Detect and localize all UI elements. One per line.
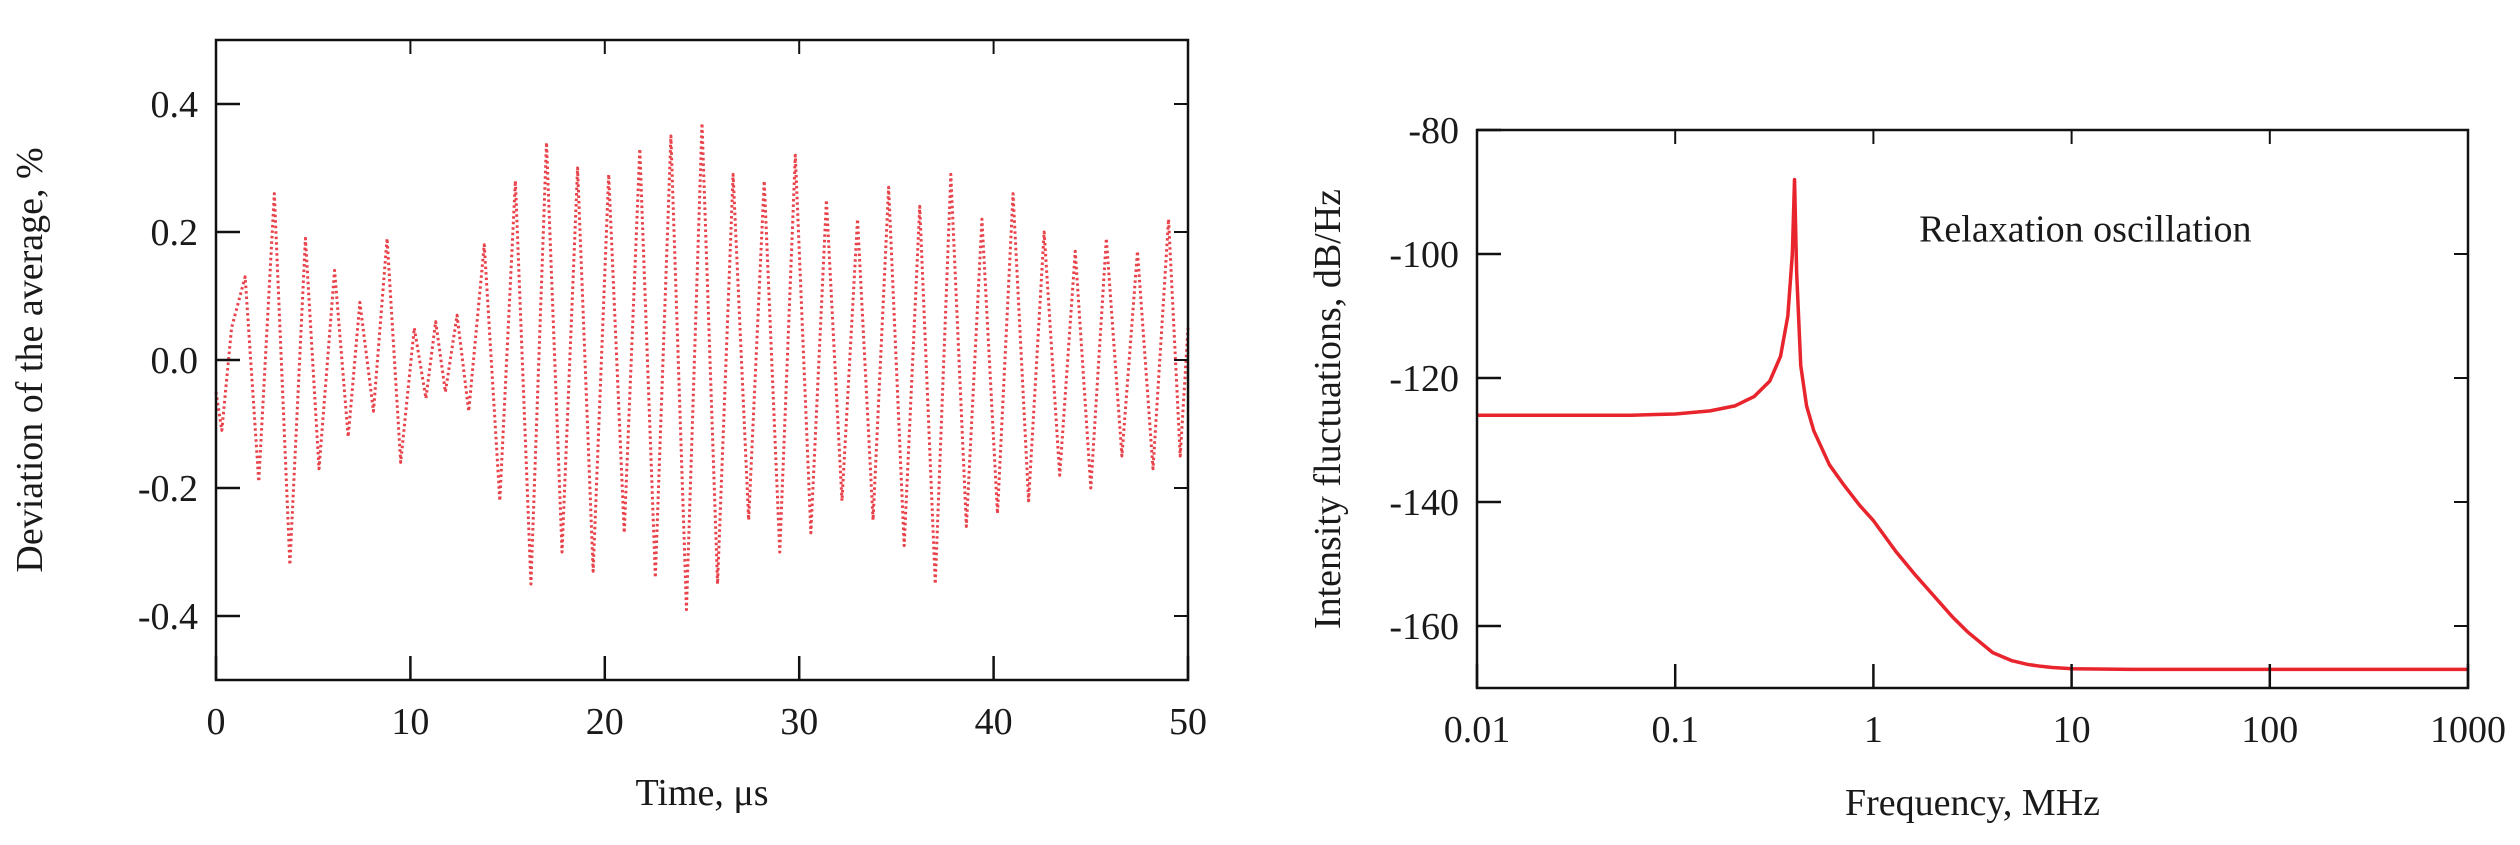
time-domain-chart: 0 10 20 30 40 50 -0.4 -0.2 0.0 0.2 0.4 Time, μs Devi… [9,38,1207,814]
y-axis-label: Deviation of the average, % [9,147,51,572]
x-tick-label: 30 [780,701,818,743]
x-axis-label: Frequency, MHz [1845,782,2100,824]
y-tick-label: 0.0 [151,340,199,382]
x-tick-label: 1000 [2430,709,2506,751]
y-axis-label: Intensity fluctuations, dB/Hz [1307,189,1349,629]
y-tick-label: -160 [1389,606,1459,648]
x-tick-label: 100 [2241,709,2298,751]
y-tick-label: -100 [1389,234,1459,276]
y-tick-label: -120 [1389,358,1459,400]
x-tick-label: 0.01 [1444,709,1511,751]
series-line-0 [214,121,1190,612]
x-tick-label: 40 [975,701,1013,743]
x-tick-label: 0 [207,701,226,743]
y-tick-label: -140 [1389,482,1459,524]
annotation-label: Relaxation oscillation [1919,209,2251,251]
x-tick-label: 10 [2053,709,2091,751]
y-tick-label: -0.4 [138,596,198,638]
frequency-spectrum-chart: 0.01 0.1 1 10 100 1000 -160 -140 -120 -100 -80 Freq… [1307,110,2506,824]
x-tick-label: 0.1 [1651,709,1699,751]
x-tick-label: 20 [586,701,624,743]
y-tick-label: 0.4 [151,84,199,126]
y-tick-label: 0.2 [151,212,199,254]
x-axis-label: Time, μs [635,772,768,814]
x-tick-label: 50 [1169,701,1207,743]
x-tick-label: 10 [391,701,429,743]
plot-frame [1475,128,2470,690]
x-tick-label: 1 [1864,709,1883,751]
y-tick-label: -0.2 [138,468,198,510]
series-line-0 [1477,177,2468,672]
y-tick-label: -80 [1408,110,1459,152]
